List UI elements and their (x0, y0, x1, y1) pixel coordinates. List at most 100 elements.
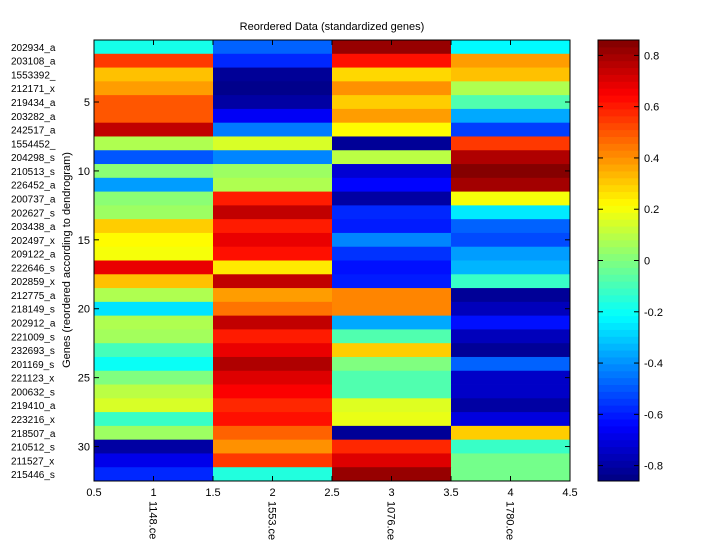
heatmap-cell (94, 412, 214, 427)
colorbar-segment (598, 343, 639, 351)
heatmap-cell (451, 288, 571, 303)
heatmap-cell (94, 274, 214, 289)
gene-label: 1554452_ (11, 139, 56, 150)
heatmap-cell (213, 453, 333, 468)
heatmap-cell (213, 219, 333, 234)
gene-label: 203438_a (11, 222, 56, 233)
heatmap-cell (94, 288, 214, 303)
y-tick-label: 25 (78, 373, 90, 385)
colorbar-segment (598, 95, 639, 103)
heatmap-cell (451, 453, 571, 468)
heatmap-cell (332, 274, 452, 289)
colorbar-segment (598, 122, 639, 131)
y-axis-label: Genes (reordered according to dendrogram… (61, 152, 73, 368)
heatmap-cell (213, 384, 333, 399)
heatmap-cell (94, 108, 214, 124)
x-tick-label: 4.5 (562, 487, 577, 499)
heatmap-cell (451, 260, 571, 275)
heatmap-cell (94, 356, 214, 372)
y-tick-label: 15 (78, 235, 90, 247)
colorbar-segment (598, 432, 639, 441)
column-labels: 1148.cel 1553.cel 1076.cel 1780.cel (147, 501, 516, 543)
heatmap-cell (94, 439, 214, 454)
heatmap-cell (451, 177, 571, 192)
heatmap-cell (94, 81, 214, 96)
heatmap-cell (213, 260, 333, 275)
heatmap-cell (451, 439, 571, 454)
colorbar-segment (598, 102, 639, 110)
y-tick-label: 30 (78, 442, 90, 454)
y-tick-label: 10 (78, 166, 90, 178)
heatmap-cell (213, 274, 333, 289)
heatmap-cell (94, 329, 214, 344)
heatmap-cell (332, 370, 452, 385)
gene-label: 204298_s (11, 153, 55, 164)
heatmap-cell (332, 356, 452, 372)
gene-label: 221123_x (11, 374, 54, 385)
colorbar-segment (598, 412, 639, 420)
heatmap-cell (213, 67, 333, 82)
heatmap-cell (332, 108, 452, 124)
colorbar-segment (598, 336, 639, 344)
heatmap-cell (332, 219, 452, 234)
heatmap-cell (213, 122, 333, 137)
y-axis: 5 10 15 20 25 30 (78, 97, 570, 454)
heatmap-cell (451, 412, 571, 427)
y-tick-label: 20 (78, 304, 90, 316)
heatmap-cell (451, 343, 571, 358)
heatmap-cell (451, 40, 571, 55)
gene-label: 202627_s (11, 208, 55, 219)
colorbar-segment (598, 281, 639, 289)
gene-label: 200632_s (11, 387, 55, 398)
heatmap-cell (213, 191, 333, 206)
colorbar-segment (598, 350, 639, 358)
chart-title: Reordered Data (standardized genes) (240, 21, 425, 33)
colorbar-segment (598, 136, 639, 144)
colorbar-segment (598, 391, 639, 399)
heatmap-cell (451, 191, 571, 206)
heatmap-cell (213, 164, 333, 179)
gene-label: 226452_a (11, 181, 56, 192)
heatmap-cell (213, 467, 333, 482)
colorbar-segment (598, 398, 639, 406)
heatmap-cell (213, 246, 333, 261)
colorbar-segment (598, 212, 639, 220)
x-tick-label: 2.5 (324, 487, 339, 499)
gene-label: 218507_a (11, 429, 56, 440)
heatmap-cell (94, 232, 214, 248)
colorbar-segment (598, 67, 639, 75)
column-label: 1780.cel (504, 501, 516, 540)
x-tick-label: 1 (150, 487, 156, 499)
colorbar-segment (598, 164, 639, 172)
heatmap-cell (213, 150, 333, 165)
gene-label: 210513_s (11, 167, 55, 178)
heatmap-cell (332, 150, 452, 165)
gene-label: 223216_x (11, 415, 55, 426)
heatmap-cell (213, 425, 333, 441)
heatmap-cell (332, 398, 452, 413)
x-tick-label: 0.5 (86, 487, 101, 499)
heatmap-cell (213, 412, 333, 427)
gene-label: 218149_s (11, 305, 55, 316)
heatmap-cell (94, 40, 214, 55)
heatmap-cell (213, 232, 333, 248)
gene-label: 200737_a (11, 194, 56, 205)
colorbar-segment (598, 288, 639, 296)
heatmap-cell (332, 40, 452, 55)
heatmap-cell (213, 95, 333, 110)
heatmap-cell (94, 136, 214, 151)
gene-label: 242517_a (11, 126, 56, 137)
colorbar-segment (598, 322, 639, 330)
colorbar-gradient (598, 40, 639, 482)
colorbar-segment (598, 191, 639, 199)
heatmap-cell (332, 425, 452, 441)
column-label: 1553.cel (266, 501, 278, 540)
heatmap-cell (332, 329, 452, 344)
gene-label: 202859_x (11, 277, 55, 288)
colorbar-segment (598, 384, 639, 392)
heatmap-cell (451, 53, 571, 68)
heatmap-cell (213, 343, 333, 358)
heatmap-cell (213, 177, 333, 192)
colorbar-segment (598, 129, 639, 137)
colorbar-segment (598, 40, 639, 48)
